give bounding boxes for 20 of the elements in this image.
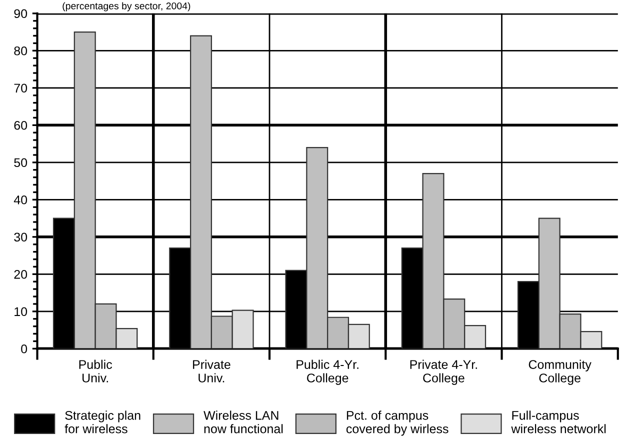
y-tick-label: 0 bbox=[21, 344, 28, 354]
x-tick-label: Private Univ. bbox=[193, 360, 230, 382]
x-tick-label: Public 4-Yr. College bbox=[296, 360, 358, 385]
legend-label: Pct. of campus covered by wirless bbox=[346, 410, 448, 436]
legend-label: Strategic plan for wireless bbox=[64, 410, 140, 434]
x-tick-label: Community College bbox=[528, 360, 592, 385]
legend-label: Wireless LAN now functional bbox=[204, 410, 283, 434]
chart-subtitle: (percentages by sector, 2004) bbox=[62, 2, 190, 12]
legend-label: Full-campus wireless networkl bbox=[511, 410, 606, 434]
x-tick-label: Public Univ. bbox=[79, 360, 112, 382]
x-tick-label: Private 4-Yr. College bbox=[410, 360, 477, 385]
y-tick-label: 70 bbox=[14, 84, 28, 93]
y-tick-label: 90 bbox=[14, 9, 28, 18]
y-tick-label: 60 bbox=[14, 120, 28, 130]
y-tick-label: 50 bbox=[14, 158, 28, 168]
y-tick-label: 40 bbox=[14, 195, 28, 204]
y-tick-label: 30 bbox=[14, 232, 28, 242]
y-tick-label: 10 bbox=[14, 307, 28, 316]
y-tick-label: 80 bbox=[14, 46, 28, 56]
y-tick-label: 20 bbox=[14, 270, 28, 279]
